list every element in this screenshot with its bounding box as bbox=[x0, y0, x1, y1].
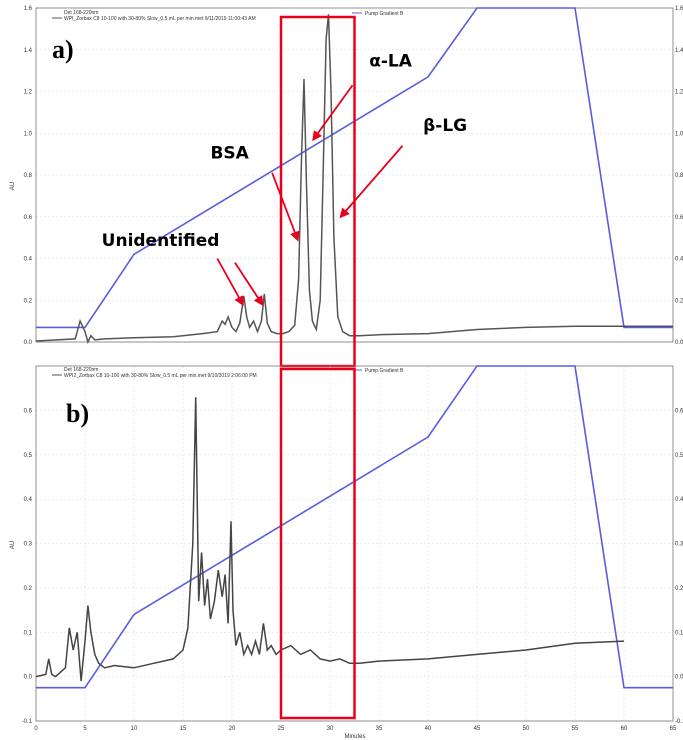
panel-b-gradient-legend-label: Pump Gradient B bbox=[365, 368, 404, 374]
y-tick-label: 0.1 bbox=[24, 630, 33, 636]
x-tick-label: 65 bbox=[670, 726, 677, 732]
annotation-bsa: BSA bbox=[210, 143, 249, 163]
y-tick-label: 0.8 bbox=[24, 173, 33, 179]
panel-a-right-y-ticks: 0.0 0.2 0.4 0.6 0.8 1.0 1.2 1.4 1.6 bbox=[675, 6, 683, 346]
panel-b-series-pump-gradient bbox=[36, 365, 673, 689]
panel-b-x-ticks: 0 5 10 15 20 25 30 35 40 45 50 55 60 65 bbox=[34, 726, 677, 732]
annotation-arrow bbox=[339, 145, 404, 219]
panel-a-gradient-legend-label: Pump Gradient B bbox=[365, 11, 404, 17]
right-y-tick-label: 1.2 bbox=[675, 90, 683, 96]
right-y-tick-label: 1.6 bbox=[675, 6, 683, 12]
x-tick-label: 20 bbox=[229, 726, 236, 732]
y-tick-label: 0.5 bbox=[24, 453, 33, 459]
x-tick-label: 5 bbox=[83, 726, 87, 732]
right-y-tick-label: 0.2 bbox=[675, 586, 683, 592]
annotation-unidentified: Unidentified bbox=[102, 231, 220, 251]
y-tick-label: 0.6 bbox=[24, 215, 33, 221]
right-y-tick-label: 0.8 bbox=[675, 173, 683, 179]
panel-b-x-axis-label: Minutes bbox=[344, 734, 365, 740]
right-y-tick-label: 0.2 bbox=[675, 298, 683, 304]
panel-a-series-pump-gradient bbox=[36, 7, 673, 329]
panel-b-right-y-ticks: -0.1 0.0 0.1 0.2 0.3 0.4 0.5 0.6 bbox=[675, 408, 683, 725]
x-tick-label: 0 bbox=[34, 726, 38, 732]
panel-a-y-ticks: 0.0 0.2 0.4 0.6 0.8 1.0 1.2 1.4 1.6 bbox=[24, 6, 33, 346]
annotation-arrow bbox=[234, 262, 264, 307]
y-tick-label: 0.0 bbox=[24, 340, 33, 346]
panel-a-annotation-arrows bbox=[216, 84, 404, 307]
y-tick-label: 1.6 bbox=[24, 6, 33, 12]
y-tick-label: 0.4 bbox=[24, 497, 33, 503]
panel-a: 0.0 0.2 0.4 0.6 0.8 1.0 1.2 1.4 1.6 0.0 0.2 0.4 0.6… bbox=[10, 6, 683, 368]
x-tick-label: 15 bbox=[180, 726, 187, 732]
right-y-tick-label: 0.4 bbox=[675, 497, 683, 503]
x-tick-label: 40 bbox=[425, 726, 432, 732]
right-y-tick-label: 0.0 bbox=[675, 675, 683, 681]
y-tick-label: 1.0 bbox=[24, 131, 33, 137]
right-y-tick-label: 0.5 bbox=[675, 453, 683, 459]
panel-b-detector-label: Det 168-220nm bbox=[64, 367, 98, 373]
x-tick-label: 55 bbox=[572, 726, 579, 732]
y-tick-label: 0.6 bbox=[24, 408, 33, 414]
panel-a-series-absorbance bbox=[35, 14, 673, 345]
x-tick-label: 35 bbox=[376, 726, 383, 732]
annotation-beta-lg: β-LG bbox=[423, 116, 467, 136]
panel-b-highlight-box bbox=[279, 367, 356, 720]
right-y-tick-label: 0.1 bbox=[675, 630, 683, 636]
annotation-arrow bbox=[312, 84, 354, 142]
panel-b-label: b) bbox=[66, 399, 89, 428]
right-y-tick-label: 0.6 bbox=[675, 215, 683, 221]
panel-b: -0.1 0.0 0.1 0.2 0.3 0.4 0.5 0.6 -0.1 0.0 0.1 0.2 0… bbox=[10, 365, 683, 740]
y-tick-label: 0.0 bbox=[24, 675, 33, 681]
y-tick-label: 1.2 bbox=[24, 90, 33, 96]
annotation-alpha-la: α-LA bbox=[369, 51, 413, 71]
annotation-arrow bbox=[271, 172, 300, 242]
right-y-tick-label: -0.1 bbox=[675, 719, 683, 725]
x-tick-label: 10 bbox=[131, 726, 138, 732]
panel-a-label: a) bbox=[52, 35, 74, 64]
y-tick-label: -0.1 bbox=[22, 719, 33, 725]
x-tick-label: 30 bbox=[327, 726, 334, 732]
panel-b-series-absorbance bbox=[35, 397, 625, 682]
right-y-tick-label: 0.4 bbox=[675, 257, 683, 263]
panel-b-frame bbox=[35, 365, 674, 722]
y-tick-label: 0.4 bbox=[24, 257, 33, 263]
panel-a-y-axis-label: AU bbox=[10, 182, 16, 190]
panel-a-run-label: WPI_Zorbax C8 10-100 with 30-80% Slow_0.… bbox=[64, 16, 256, 22]
panel-b-run-label: WPI2_Zorbax C8 10-100 with 30-80% Slow_0… bbox=[64, 373, 257, 379]
y-tick-label: 0.3 bbox=[24, 542, 33, 548]
x-tick-label: 50 bbox=[523, 726, 530, 732]
panel-b-y-axis-label: AU bbox=[10, 541, 16, 549]
right-y-tick-label: 1.0 bbox=[675, 131, 683, 137]
y-tick-label: 0.2 bbox=[24, 586, 33, 592]
x-tick-label: 25 bbox=[278, 726, 285, 732]
panel-b-y-ticks: -0.1 0.0 0.1 0.2 0.3 0.4 0.5 0.6 bbox=[22, 408, 33, 725]
right-y-tick-label: 1.4 bbox=[675, 48, 683, 54]
x-tick-label: 45 bbox=[474, 726, 481, 732]
panel-a-detector-label: Det 168-220nm bbox=[64, 10, 98, 16]
right-y-tick-label: 0.3 bbox=[675, 542, 683, 548]
right-y-tick-label: 0.6 bbox=[675, 408, 683, 414]
annotation-arrow bbox=[216, 258, 244, 307]
y-tick-label: 1.4 bbox=[24, 48, 33, 54]
x-tick-label: 60 bbox=[621, 726, 628, 732]
y-tick-label: 0.2 bbox=[24, 298, 33, 304]
right-y-tick-label: 0.0 bbox=[675, 340, 683, 346]
